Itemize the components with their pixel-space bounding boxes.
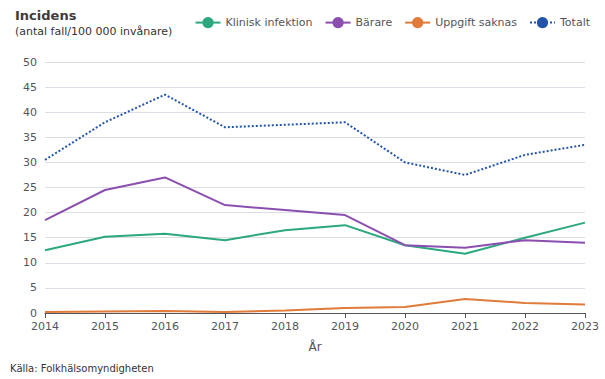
svg-text:10: 10 — [23, 256, 37, 269]
svg-text:Incidens: Incidens — [15, 8, 77, 23]
svg-text:Uppgift saknas: Uppgift saknas — [435, 16, 517, 29]
svg-text:Totalt: Totalt — [559, 16, 591, 29]
svg-text:2015: 2015 — [91, 320, 119, 333]
svg-text:50: 50 — [23, 56, 37, 69]
svg-text:Klinisk infektion: Klinisk infektion — [226, 16, 313, 29]
svg-text:25: 25 — [23, 181, 37, 194]
svg-text:(antal fall/100 000 invånare): (antal fall/100 000 invånare) — [15, 25, 172, 38]
svg-text:2019: 2019 — [331, 320, 359, 333]
svg-text:40: 40 — [23, 106, 37, 119]
svg-text:Bärare: Bärare — [356, 16, 393, 29]
svg-text:Källa: Folkhälsomyndigheten: Källa: Folkhälsomyndigheten — [10, 363, 154, 374]
svg-text:45: 45 — [23, 81, 37, 94]
svg-text:35: 35 — [23, 131, 37, 144]
svg-text:0: 0 — [30, 307, 37, 320]
svg-text:2014: 2014 — [31, 320, 59, 333]
svg-text:2023: 2023 — [571, 320, 599, 333]
svg-text:2021: 2021 — [451, 320, 479, 333]
svg-text:5: 5 — [30, 281, 37, 294]
svg-text:2018: 2018 — [271, 320, 299, 333]
svg-text:20: 20 — [23, 206, 37, 219]
svg-text:30: 30 — [23, 156, 37, 169]
svg-text:2020: 2020 — [391, 320, 419, 333]
svg-text:15: 15 — [23, 231, 37, 244]
svg-text:År: År — [308, 339, 321, 354]
svg-text:2017: 2017 — [211, 320, 239, 333]
svg-text:2022: 2022 — [511, 320, 539, 333]
svg-text:2016: 2016 — [151, 320, 179, 333]
